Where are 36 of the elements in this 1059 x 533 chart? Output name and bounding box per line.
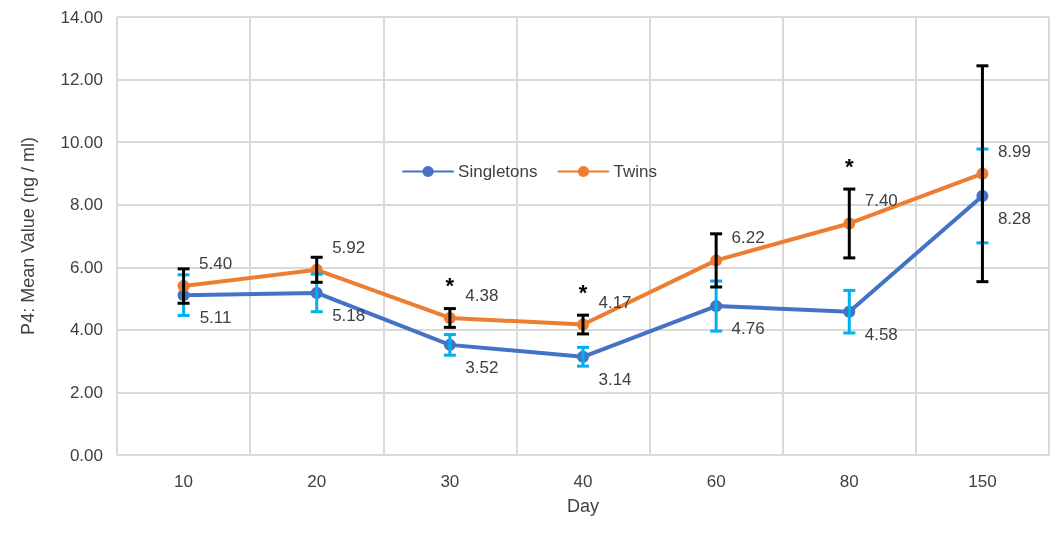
x-tick-label: 60 [706,472,726,491]
x-tick-label: 80 [839,472,859,491]
y-axis-title: P4: Mean Value (ng / ml) [18,137,38,335]
y-tick-label: 10.00 [60,132,103,152]
x-tick-label: 40 [573,472,593,491]
x-axis-title: Day [566,496,600,516]
data-label: 6.22 [731,228,765,248]
data-label: 8.28 [997,208,1031,228]
annotation: * [445,273,455,299]
legend-label: Twins [613,162,657,181]
data-label: 5.18 [332,305,366,325]
data-label: 8.99 [997,141,1031,161]
data-label: 3.14 [598,369,632,389]
y-tick-label: 2.00 [69,382,103,402]
y-tick-label: 14.00 [60,7,103,27]
data-label: 5.92 [332,237,366,257]
x-tick-label: 20 [307,472,327,491]
data-label: 5.40 [199,254,233,274]
y-tick-label: 6.00 [69,257,103,277]
x-tick-label: 10 [174,472,194,491]
y-tick-label: 0.00 [69,445,103,465]
x-tick-label: 30 [440,472,460,491]
data-label: 4.76 [731,319,765,339]
legend-label: Singletons [458,162,538,181]
data-label: 5.11 [199,308,232,328]
annotation: * [578,279,588,305]
annotation: * [845,153,854,179]
data-label: 4.58 [864,324,898,344]
data-label: 4.38 [465,285,499,305]
y-tick-label: 12.00 [60,70,103,90]
y-tick-label: 8.00 [69,195,103,215]
data-label: 3.52 [465,357,499,377]
y-tick-label: 4.00 [69,320,103,340]
data-label: 7.40 [864,191,898,211]
data-label: 4.17 [598,292,632,312]
x-tick-label: 150 [968,472,997,491]
